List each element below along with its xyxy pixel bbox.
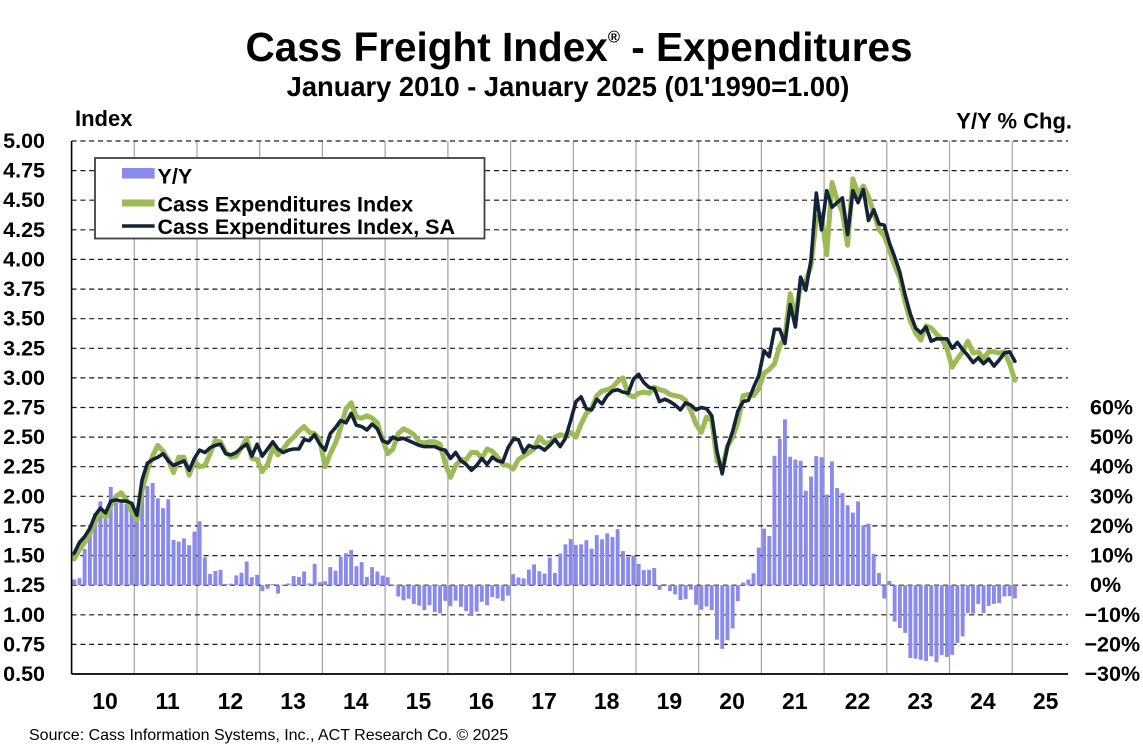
svg-text:2.75: 2.75 [3,396,45,420]
svg-text:Y/Y: Y/Y [158,165,193,189]
svg-text:4.75: 4.75 [3,159,45,183]
svg-text:1.00: 1.00 [3,603,45,627]
svg-text:20: 20 [719,688,745,714]
svg-text:Cass Expenditures Index, SA: Cass Expenditures Index, SA [158,215,456,239]
svg-text:12: 12 [218,688,244,714]
svg-text:3.00: 3.00 [3,366,45,390]
svg-text:10%: 10% [1090,544,1133,568]
svg-text:24: 24 [970,688,996,714]
svg-text:1.25: 1.25 [3,573,45,597]
svg-text:23: 23 [907,688,933,714]
svg-text:11: 11 [156,688,181,714]
svg-text:10: 10 [92,688,118,714]
svg-text:40%: 40% [1090,455,1133,479]
svg-text:Cass Expenditures Index: Cass Expenditures Index [158,193,414,217]
svg-text:30%: 30% [1090,484,1133,508]
svg-text:18: 18 [594,688,620,714]
svg-text:17: 17 [531,688,557,714]
svg-text:Cass Freight Index® - Expendit: Cass Freight Index® - Expenditures [245,24,912,70]
svg-text:Source: Cass Information Syste: Source: Cass Information Systems, Inc., … [29,727,508,744]
svg-text:60%: 60% [1090,396,1133,420]
svg-text:3.50: 3.50 [3,307,45,331]
svg-text:21: 21 [782,688,808,714]
svg-text:0.75: 0.75 [3,632,45,656]
svg-text:2.50: 2.50 [3,425,45,449]
svg-text:Y/Y % Chg.: Y/Y % Chg. [956,109,1072,134]
svg-text:3.75: 3.75 [3,277,45,301]
svg-text:25: 25 [1033,688,1059,714]
svg-text:2.00: 2.00 [3,484,45,508]
svg-text:1.50: 1.50 [3,544,45,568]
svg-text:2.25: 2.25 [3,455,45,479]
svg-text:January 2010 - January 2025 (0: January 2010 - January 2025 (01'1990=1.0… [287,71,850,102]
svg-text:13: 13 [280,688,306,714]
svg-text:19: 19 [657,688,683,714]
svg-text:1.75: 1.75 [3,514,45,538]
svg-text:22: 22 [845,688,871,714]
svg-text:4.00: 4.00 [3,247,45,271]
svg-text:0%: 0% [1090,573,1121,597]
svg-text:16: 16 [469,688,495,714]
svg-text:3.25: 3.25 [3,336,45,360]
svg-text:14: 14 [343,688,369,714]
svg-text:Index: Index [75,106,133,131]
svg-text:4.25: 4.25 [3,218,45,242]
svg-text:4.50: 4.50 [3,188,45,212]
svg-text:20%: 20% [1090,514,1133,538]
svg-text:5.00: 5.00 [3,129,45,153]
svg-text:50%: 50% [1090,425,1133,449]
svg-text:−10%: −10% [1085,603,1141,627]
svg-text:−20%: −20% [1085,632,1141,656]
svg-text:0.50: 0.50 [3,662,45,686]
svg-text:15: 15 [406,688,432,714]
svg-text:−30%: −30% [1085,662,1141,686]
